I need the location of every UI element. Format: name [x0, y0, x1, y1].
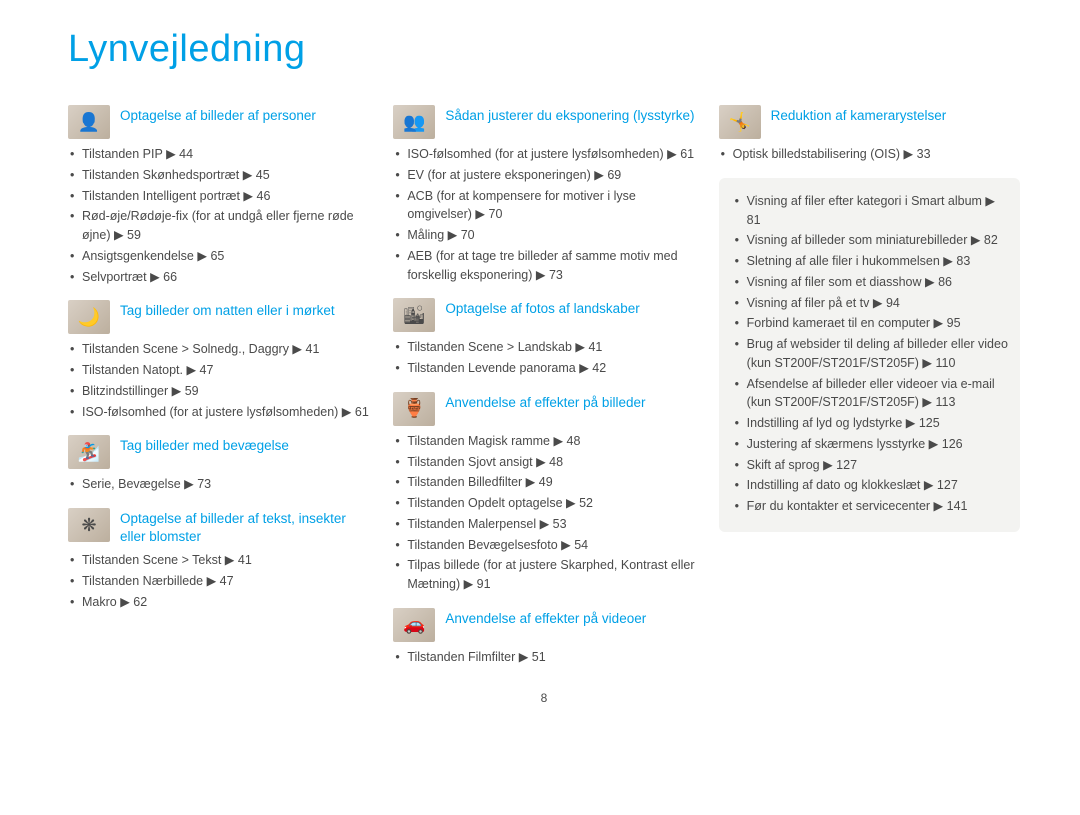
list-item: EV (for at justere eksponeringen) ▶ 69 — [395, 166, 694, 185]
list-item: Før du kontakter et servicecenter ▶ 141 — [735, 497, 1008, 516]
item-list: Optisk billedstabilisering (OIS) ▶ 33 — [719, 145, 1020, 164]
item-list: Tilstanden Scene > Solnedg., Daggry ▶ 41… — [68, 340, 369, 421]
list-item: Makro ▶ 62 — [70, 593, 369, 612]
column-1: 👤 Optagelse af billeder af personer Tils… — [68, 105, 369, 681]
section-title: Optagelse af fotos af landskaber — [445, 298, 639, 318]
list-item: Tilstanden PIP ▶ 44 — [70, 145, 369, 164]
section-exposure: 👥 Sådan justerer du eksponering (lysstyr… — [393, 105, 694, 284]
section-photo-effects: 🏺 Anvendelse af effekter på billeder Til… — [393, 392, 694, 594]
column-2: 👥 Sådan justerer du eksponering (lysstyr… — [393, 105, 694, 681]
list-item: Indstilling af dato og klokkeslæt ▶ 127 — [735, 476, 1008, 495]
list-item: Forbind kameraet til en computer ▶ 95 — [735, 314, 1008, 333]
list-item: Skift af sprog ▶ 127 — [735, 456, 1008, 475]
list-item: Tilstanden Skønhedsportræt ▶ 45 — [70, 166, 369, 185]
list-item: Ansigtsgenkendelse ▶ 65 — [70, 247, 369, 266]
list-item: Visning af filer efter kategori i Smart … — [735, 192, 1008, 230]
section-title: Sådan justerer du eksponering (lysstyrke… — [445, 105, 694, 125]
list-item: Tilstanden Opdelt optagelse ▶ 52 — [395, 494, 694, 513]
list-item: Tilstanden Bevægelsesfoto ▶ 54 — [395, 536, 694, 555]
list-item: ACB (for at kompensere for motiver i lys… — [395, 187, 694, 225]
section-macro: ❋ Optagelse af billeder af tekst, insekt… — [68, 508, 369, 611]
car-icon: 🚗 — [393, 608, 435, 642]
moon-icon: 🌙 — [68, 300, 110, 334]
section-motion: 🏂 Tag billeder med bevægelse Serie, Bevæ… — [68, 435, 369, 494]
people-icon: 👤 — [68, 105, 110, 139]
list-item: Visning af billeder som miniaturebillede… — [735, 231, 1008, 250]
section-video-effects: 🚗 Anvendelse af effekter på videoer Tils… — [393, 608, 694, 667]
list-item: ISO-følsomhed (for at justere lysfølsomh… — [70, 403, 369, 422]
flower-icon: ❋ — [68, 508, 110, 542]
item-list: Tilstanden PIP ▶ 44 Tilstanden Skønhedsp… — [68, 145, 369, 286]
section-shake: 🤸 Reduktion af kamerarystelser Optisk bi… — [719, 105, 1020, 164]
section-title: Optagelse af billeder af tekst, insekter… — [120, 508, 369, 545]
column-3: 🤸 Reduktion af kamerarystelser Optisk bi… — [719, 105, 1020, 681]
section-title: Anvendelse af effekter på videoer — [445, 608, 646, 628]
page-title: Lynvejledning — [68, 28, 1020, 71]
section-night: 🌙 Tag billeder om natten eller i mørket … — [68, 300, 369, 421]
list-item: Visning af filer som et diasshow ▶ 86 — [735, 273, 1008, 292]
item-list: Serie, Bevægelse ▶ 73 — [68, 475, 369, 494]
list-item: Tilstanden Natopt. ▶ 47 — [70, 361, 369, 380]
list-item: Tilstanden Scene > Tekst ▶ 41 — [70, 551, 369, 570]
list-item: Tilstanden Malerpensel ▶ 53 — [395, 515, 694, 534]
faces-icon: 👥 — [393, 105, 435, 139]
section-people: 👤 Optagelse af billeder af personer Tils… — [68, 105, 369, 286]
list-item: Tilstanden Filmfilter ▶ 51 — [395, 648, 694, 667]
section-title: Optagelse af billeder af personer — [120, 105, 316, 125]
item-list: ISO-følsomhed (for at justere lysfølsomh… — [393, 145, 694, 284]
list-item: Rød-øje/Rødøje-fix (for at undgå eller f… — [70, 207, 369, 245]
list-item: Tilstanden Levende panorama ▶ 42 — [395, 359, 694, 378]
item-list: Tilstanden Scene > Landskab ▶ 41 Tilstan… — [393, 338, 694, 378]
list-item: Tilstanden Magisk ramme ▶ 48 — [395, 432, 694, 451]
info-box: Visning af filer efter kategori i Smart … — [719, 178, 1020, 532]
list-item: ISO-følsomhed (for at justere lysfølsomh… — [395, 145, 694, 164]
list-item: Sletning af alle filer i hukommelsen ▶ 8… — [735, 252, 1008, 271]
list-item: Brug af websider til deling af billeder … — [735, 335, 1008, 373]
list-item: Tilstanden Billedfilter ▶ 49 — [395, 473, 694, 492]
list-item: AEB (for at tage tre billeder af samme m… — [395, 247, 694, 285]
list-item: Selvportræt ▶ 66 — [70, 268, 369, 287]
snowboard-icon: 🏂 — [68, 435, 110, 469]
list-item: Justering af skærmens lysstyrke ▶ 126 — [735, 435, 1008, 454]
item-list: Tilstanden Filmfilter ▶ 51 — [393, 648, 694, 667]
section-title: Anvendelse af effekter på billeder — [445, 392, 645, 412]
section-title: Tag billeder med bevægelse — [120, 435, 289, 455]
section-title: Tag billeder om natten eller i mørket — [120, 300, 335, 320]
list-item: Visning af filer på et tv ▶ 94 — [735, 294, 1008, 313]
item-list: Visning af filer efter kategori i Smart … — [733, 192, 1008, 516]
shake-icon: 🤸 — [719, 105, 761, 139]
list-item: Tilstanden Nærbillede ▶ 47 — [70, 572, 369, 591]
columns-wrap: 👤 Optagelse af billeder af personer Tils… — [68, 105, 1020, 681]
item-list: Tilstanden Scene > Tekst ▶ 41 Tilstanden… — [68, 551, 369, 611]
list-item: Tilstanden Scene > Solnedg., Daggry ▶ 41 — [70, 340, 369, 359]
list-item: Optisk billedstabilisering (OIS) ▶ 33 — [721, 145, 1020, 164]
section-title: Reduktion af kamerarystelser — [771, 105, 947, 125]
section-landscape: 🏙 Optagelse af fotos af landskaber Tilst… — [393, 298, 694, 378]
list-item: Tilpas billede (for at justere Skarphed,… — [395, 556, 694, 594]
list-item: Serie, Bevægelse ▶ 73 — [70, 475, 369, 494]
list-item: Måling ▶ 70 — [395, 226, 694, 245]
page-number: 8 — [68, 691, 1020, 705]
list-item: Tilstanden Sjovt ansigt ▶ 48 — [395, 453, 694, 472]
city-icon: 🏙 — [393, 298, 435, 332]
list-item: Afsendelse af billeder eller videoer via… — [735, 375, 1008, 413]
list-item: Tilstanden Scene > Landskab ▶ 41 — [395, 338, 694, 357]
list-item: Blitzindstillinger ▶ 59 — [70, 382, 369, 401]
list-item: Indstilling af lyd og lydstyrke ▶ 125 — [735, 414, 1008, 433]
item-list: Tilstanden Magisk ramme ▶ 48 Tilstanden … — [393, 432, 694, 594]
list-item: Tilstanden Intelligent portræt ▶ 46 — [70, 187, 369, 206]
vase-icon: 🏺 — [393, 392, 435, 426]
